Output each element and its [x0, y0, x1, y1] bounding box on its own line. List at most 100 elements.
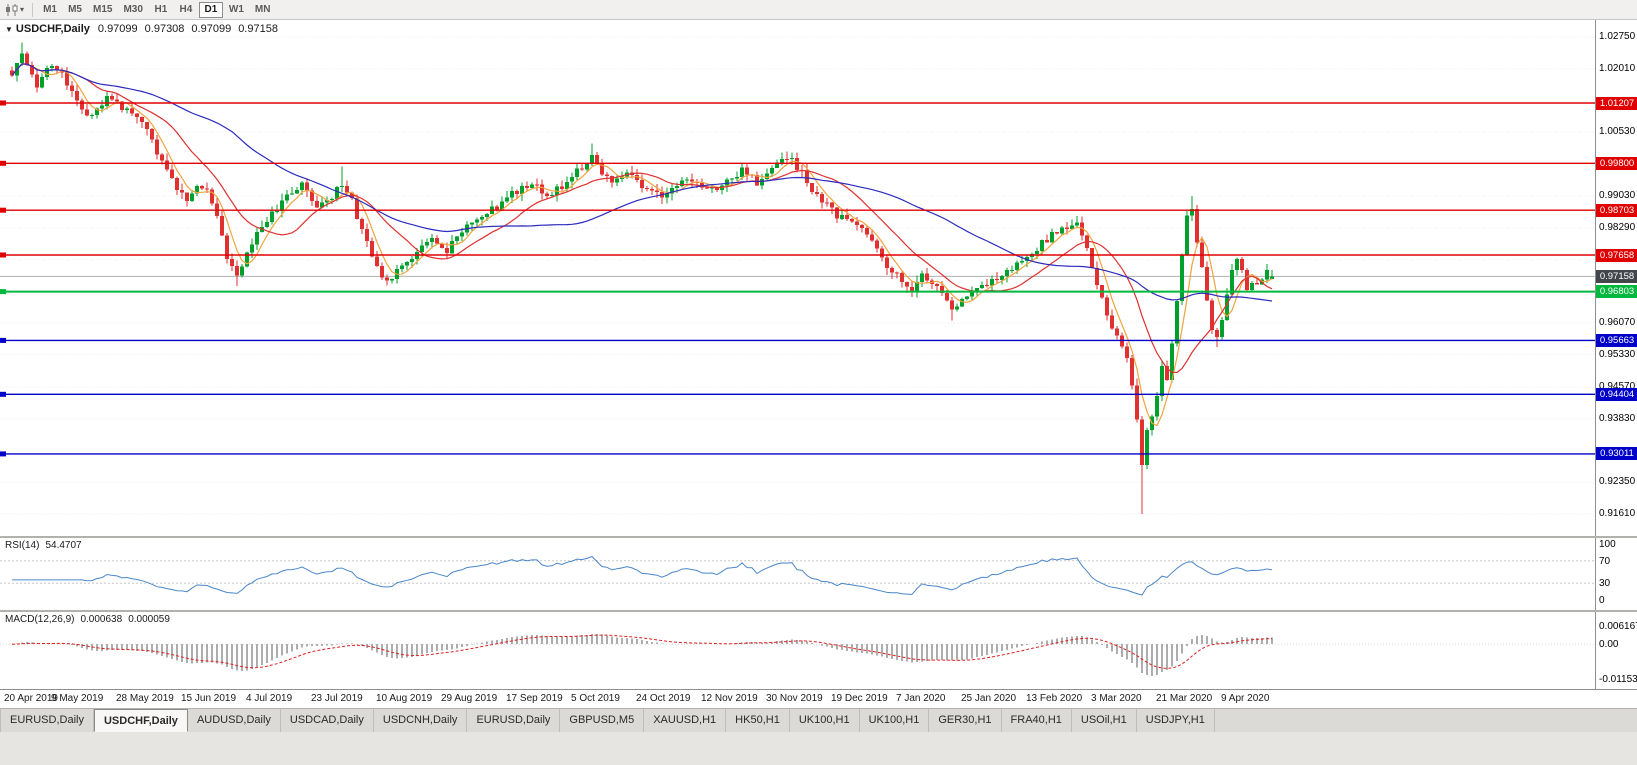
date-label: 28 May 2019 [116, 693, 174, 704]
price-axis-label: 0.96070 [1599, 316, 1636, 328]
chart-tab-audusd-daily[interactable]: AUDUSD,Daily [188, 709, 281, 732]
chart-tab-uk100-h1[interactable]: UK100,H1 [790, 709, 860, 732]
chart-tab-fra40-h1[interactable]: FRA40,H1 [1002, 709, 1072, 732]
chart-tab-uk100-h1[interactable]: UK100,H1 [860, 709, 930, 732]
chart-tab-xauusd-h1[interactable]: XAUUSD,H1 [644, 709, 727, 732]
macd-axis-label: 0.00 [1599, 639, 1619, 651]
hline-left-marker [0, 391, 6, 397]
price-chart-svg[interactable] [0, 20, 1595, 536]
price-badge-0.93011: 0.93011 [1596, 447, 1637, 461]
macd-indicator-name: MACD(12,26,9) [5, 614, 75, 625]
rsi-axis-label: 0 [1599, 595, 1605, 606]
price-axis-label: 0.91610 [1599, 507, 1636, 519]
price-axis-label: 0.93830 [1599, 412, 1636, 424]
chart-tab-ger30-h1[interactable]: GER30,H1 [929, 709, 1002, 732]
macd-axis-label: -0.01153 [1599, 674, 1637, 686]
price-badge-0.98703: 0.98703 [1596, 203, 1637, 217]
price-axis-label: 0.94570 [1599, 381, 1636, 393]
date-label: 13 Feb 2020 [1026, 693, 1083, 704]
hline-left-marker [0, 252, 6, 258]
timeframe-button-d1[interactable]: D1 [198, 1, 223, 18]
date-label: 19 Dec 2019 [831, 693, 888, 704]
date-label: 15 Jun 2019 [181, 693, 237, 704]
candlestick-glyph [6, 3, 18, 16]
rsi-label: RSI(14) 54.4707 [5, 540, 88, 551]
chart-tab-eurusd-daily[interactable]: EURUSD,Daily [467, 709, 561, 732]
timeframe-button-mn[interactable]: MN [254, 4, 271, 15]
price-badge-0.97658: 0.97658 [1596, 248, 1637, 262]
macd-label: MACD(12,26,9) 0.000638 0.000059 [5, 614, 176, 625]
date-label: 7 Jan 2020 [896, 693, 946, 704]
chart-tab-gbpusd-m5[interactable]: GBPUSD,M5 [560, 709, 645, 732]
price-axis-label: 0.99030 [1599, 190, 1636, 202]
hline-left-marker [0, 289, 6, 295]
date-label: 5 Oct 2019 [571, 693, 620, 704]
price-badge-0.95663: 0.95663 [1596, 333, 1637, 347]
chart-tab-usdcnh-daily[interactable]: USDCNH,Daily [374, 709, 468, 732]
rsi-axis-label: 100 [1599, 539, 1616, 550]
chart-tabs-bar: EURUSD,Daily USDCHF,Daily AUDUSD,Daily USDC… [0, 708, 1637, 732]
candlesticks-layer [10, 42, 1274, 514]
date-label: 20 Apr 2019 [4, 693, 58, 704]
price-badge-0.94404: 0.94404 [1596, 387, 1637, 401]
price-axis[interactable]: 1.027501.020101.005300.990300.982900.975… [1595, 20, 1637, 689]
price-axis-label: 1.02010 [1599, 62, 1636, 74]
chart-tab-usdcad-daily[interactable]: USDCAD,Daily [281, 709, 374, 732]
date-label: 12 Nov 2019 [701, 693, 758, 704]
price-badge-0.99800: 0.99800 [1596, 156, 1637, 170]
macd-panel[interactable]: MACD(12,26,9) 0.000638 0.000059 [0, 612, 1595, 689]
chart-tab-hk50-h1[interactable]: HK50,H1 [726, 709, 790, 732]
rsi-chart-svg[interactable] [0, 538, 1595, 610]
timeframe-button-m1[interactable]: M1 [43, 4, 57, 15]
timeframe-button-h1[interactable]: H1 [154, 4, 168, 15]
main-chart-area[interactable]: ▼ USDCHF,Daily 0.97099 0.97308 0.97099 0.9715… [0, 20, 1595, 536]
bottom-filler [0, 732, 1637, 765]
date-label: 3 Mar 2020 [1091, 693, 1142, 704]
timeframe-button-h4[interactable]: H4 [179, 4, 193, 15]
chart-tab-usoil-h1[interactable]: USOil,H1 [1072, 709, 1137, 732]
panel-divider[interactable] [0, 610, 1637, 612]
toolbar-separator [32, 2, 34, 17]
price-badge-1.01207: 1.01207 [1596, 96, 1637, 110]
rsi-axis-label: 70 [1599, 555, 1611, 567]
timeframe-buttons: M1 M5 M15 M30 H1 H4 D1 W1 MN [38, 1, 275, 18]
macd-value-signal: 0.000059 [128, 614, 170, 625]
hline-left-marker [0, 100, 6, 106]
rsi-panel[interactable]: RSI(14) 54.4707 [0, 538, 1595, 610]
price-axis-label: 0.98290 [1599, 221, 1636, 233]
price-axis-label: 1.02750 [1599, 31, 1636, 42]
timeframe-button-m30[interactable]: M30 [123, 4, 143, 15]
collapse-arrow-icon[interactable]: ▼ [5, 25, 13, 34]
panel-divider[interactable] [0, 536, 1637, 538]
hline-left-marker [0, 207, 6, 213]
ma-45-line [11, 63, 1273, 302]
chart-tab-usdchf-daily[interactable]: USDCHF,Daily [93, 709, 188, 732]
hline-left-marker [0, 337, 6, 343]
dropdown-caret-icon[interactable]: ▾ [20, 5, 25, 14]
date-label: 9 May 2019 [51, 693, 104, 704]
date-axis[interactable]: 20 Apr 2019 9 May 2019 28 May 2019 15 Jun 2… [0, 689, 1637, 708]
hline-left-marker [0, 451, 6, 457]
macd-signal-line [11, 634, 1273, 669]
chart-tab-usdjpy-h1[interactable]: USDJPY,H1 [1137, 709, 1215, 732]
timeframe-button-m5[interactable]: M5 [68, 4, 82, 15]
chart-type-icon[interactable] [4, 3, 20, 17]
ohlc-high: 0.97308 [144, 23, 185, 35]
date-label: 25 Jan 2020 [961, 693, 1017, 704]
rsi-indicator-name: RSI(14) [5, 540, 40, 551]
price-axis-label: 1.00530 [1599, 126, 1636, 137]
date-label: 24 Oct 2019 [636, 693, 691, 704]
date-label: 29 Aug 2019 [441, 693, 498, 704]
timeframe-button-m15[interactable]: M15 [93, 4, 113, 15]
macd-chart-svg[interactable] [0, 612, 1595, 689]
current-price-badge: 0.97158 [1596, 269, 1637, 283]
hline-left-marker [0, 160, 6, 166]
date-label: 9 Apr 2020 [1221, 693, 1270, 704]
chart-symbol-title: USDCHF,Daily [15, 23, 90, 35]
chart-tab-eurusd-daily[interactable]: EURUSD,Daily [0, 709, 94, 732]
price-badge-0.96803: 0.96803 [1596, 285, 1637, 299]
price-axis-label: 0.92350 [1599, 476, 1636, 488]
timeframe-button-w1[interactable]: W1 [228, 4, 244, 15]
rsi-value: 54.4707 [45, 540, 82, 551]
